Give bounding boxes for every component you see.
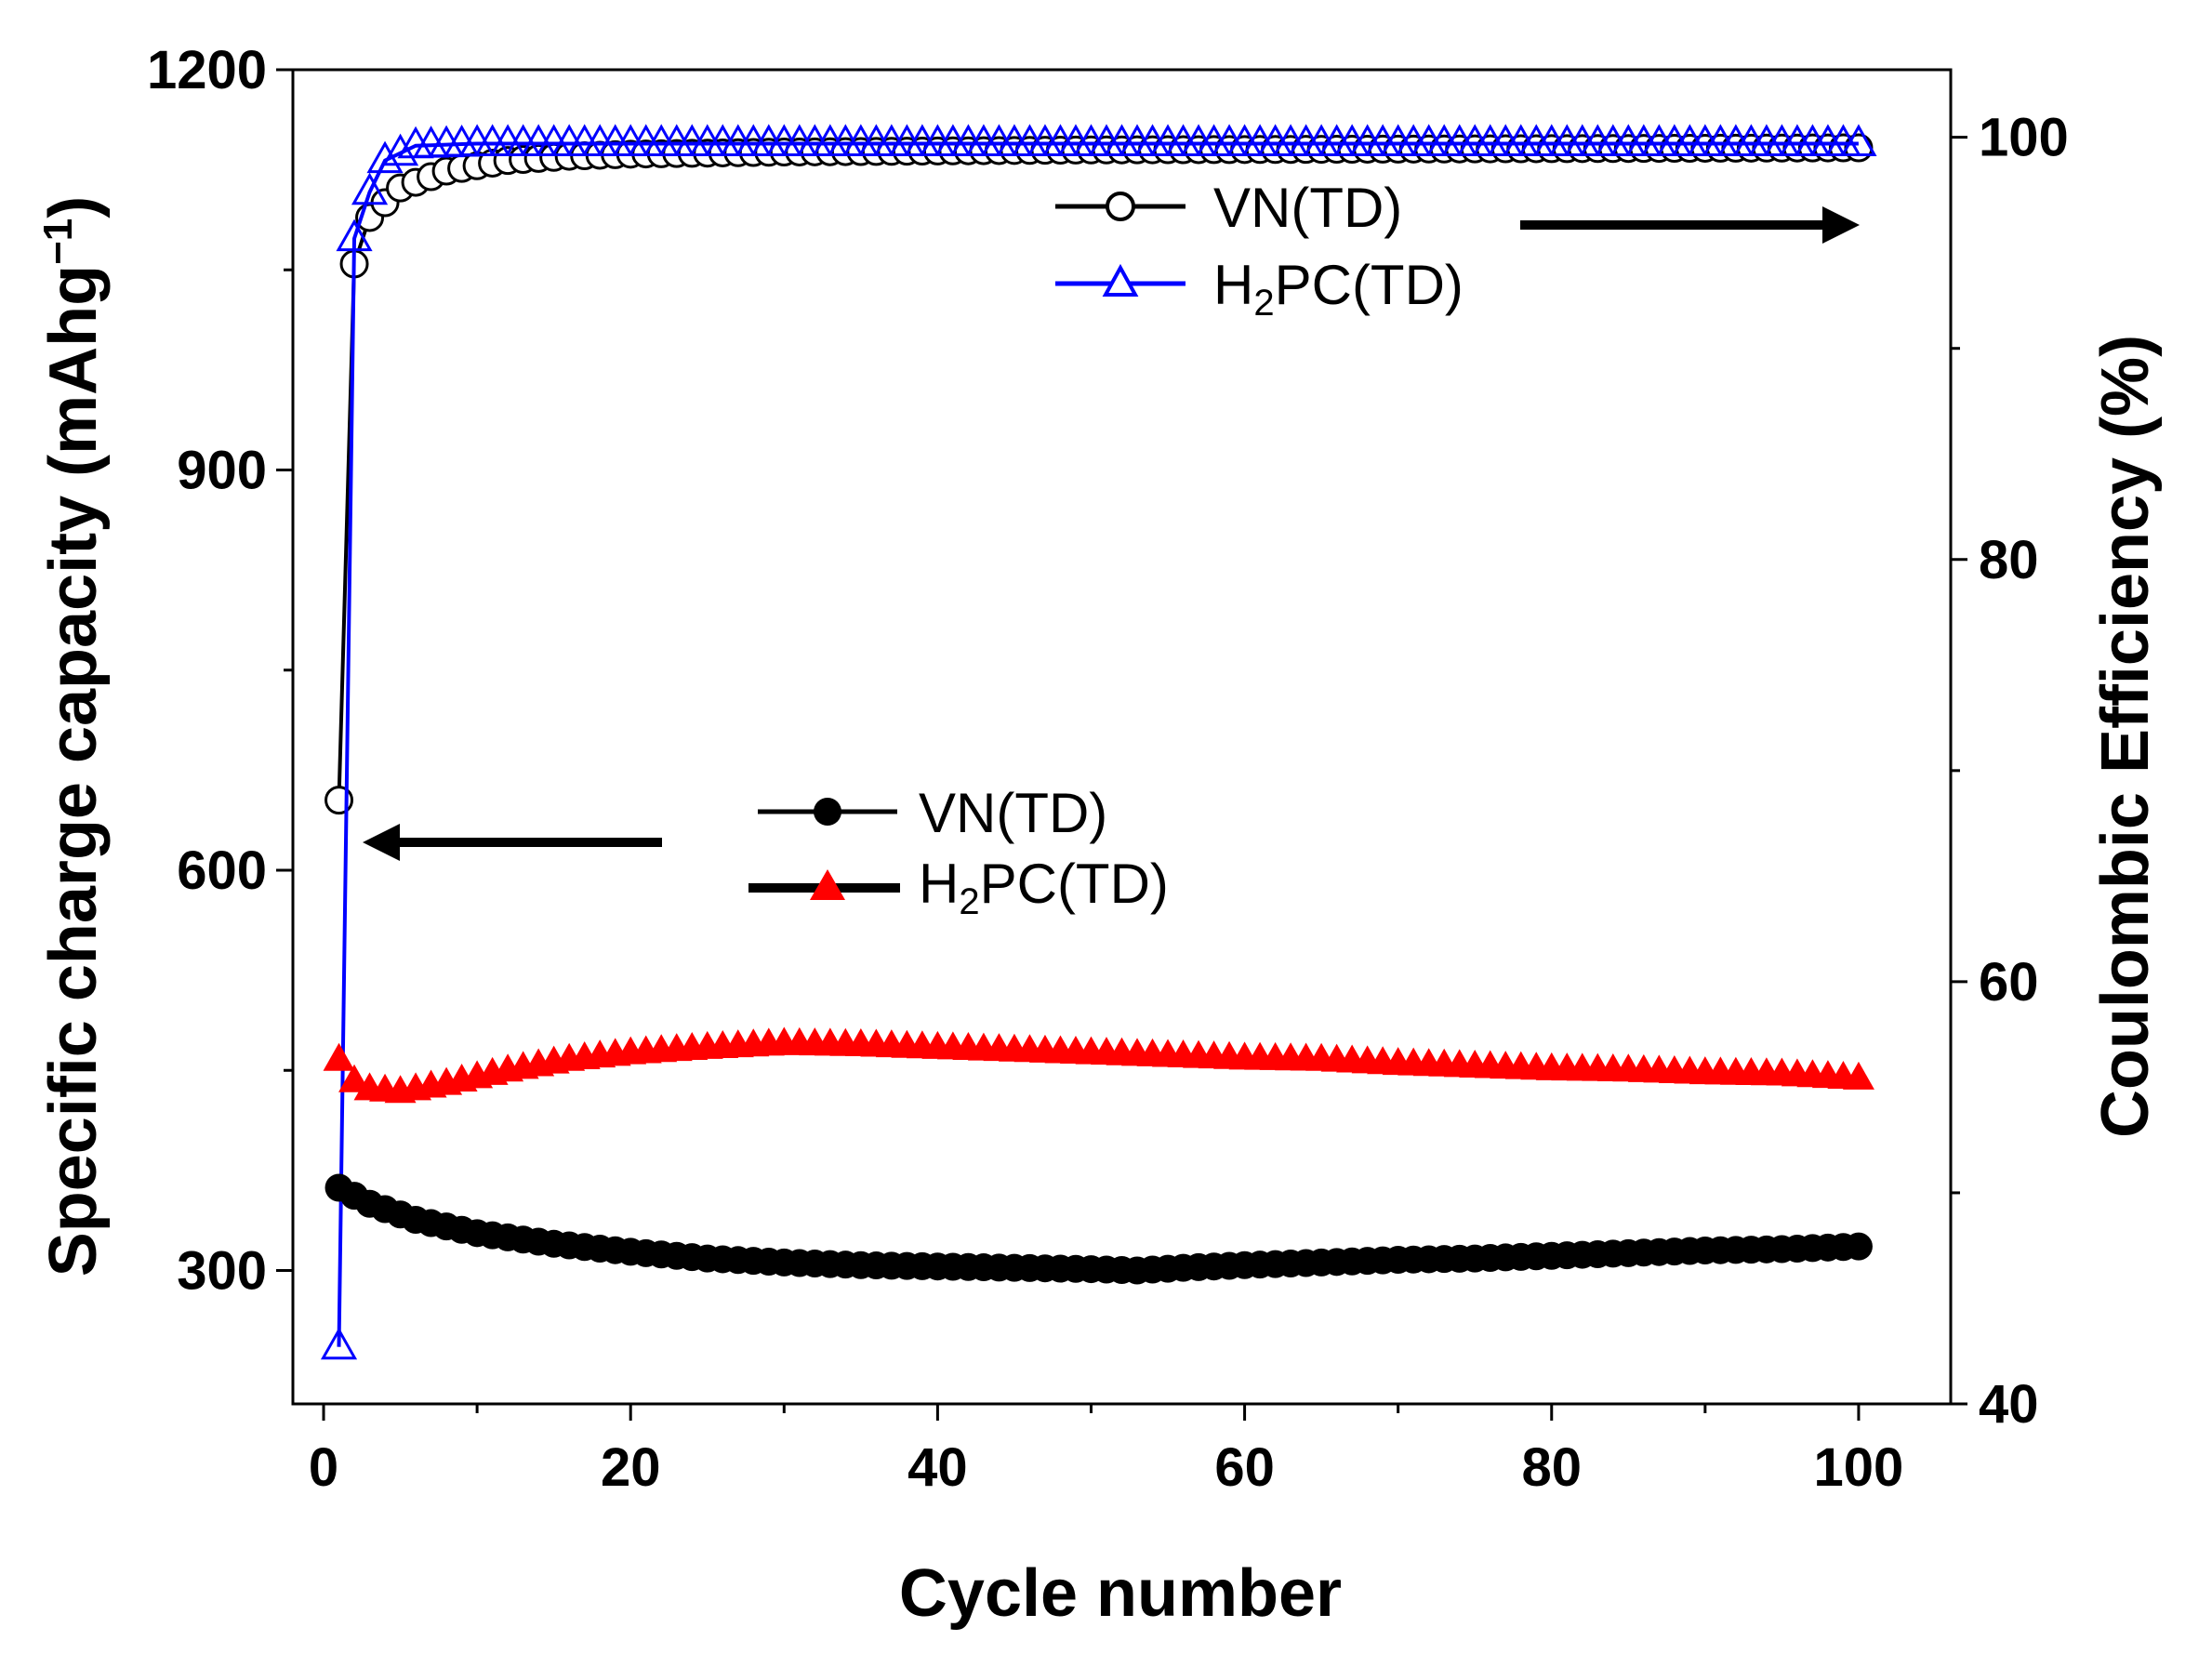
legend-capacity: VN(TD) H2PC(TD) bbox=[748, 782, 1169, 922]
data-point bbox=[444, 124, 481, 157]
x-tick-label: 80 bbox=[1522, 1437, 1583, 1498]
y-left-tick-label: 900 bbox=[177, 441, 267, 501]
legend-marker-filled-triangle bbox=[810, 869, 845, 900]
data-point bbox=[338, 1064, 371, 1092]
x-tick-label: 20 bbox=[601, 1437, 661, 1498]
legend-efficiency: VN(TD) H2PC(TD) bbox=[1055, 177, 1464, 324]
legend-label-h2pc-cap: H2PC(TD) bbox=[919, 853, 1169, 922]
legend-marker-open-circle bbox=[1106, 192, 1135, 221]
series-filled-triangle bbox=[323, 1026, 1874, 1104]
plot-frame bbox=[291, 68, 1953, 1406]
legend-marker-filled-circle bbox=[814, 798, 841, 826]
series-line bbox=[337, 146, 1859, 801]
y-right-tick-label: 60 bbox=[1979, 952, 2039, 1012]
series-open-circle bbox=[325, 133, 1874, 815]
y-right-tick-label: 80 bbox=[1979, 530, 2039, 590]
y-axis-left-label: Specific charge capacity (mAhg−1) bbox=[35, 196, 111, 1277]
x-tick-label: 60 bbox=[1214, 1437, 1275, 1498]
data-point bbox=[323, 1042, 355, 1071]
series-line bbox=[337, 141, 1859, 1347]
y-right-tick-label: 100 bbox=[1979, 108, 2069, 168]
data-point bbox=[366, 140, 404, 174]
data-point bbox=[1842, 1061, 1874, 1090]
data-point bbox=[1844, 1232, 1873, 1261]
y-left-tick-label: 300 bbox=[177, 1241, 267, 1302]
x-tick-label: 100 bbox=[1814, 1437, 1904, 1498]
y-left-tick-label: 1200 bbox=[147, 40, 267, 100]
data-point bbox=[428, 125, 465, 158]
x-tick-label: 40 bbox=[907, 1437, 968, 1498]
data-point bbox=[351, 172, 389, 205]
legend-label-h2pc-eff: H2PC(TD) bbox=[1213, 254, 1464, 324]
series-filled-circle bbox=[325, 1173, 1873, 1285]
data-point bbox=[336, 218, 373, 252]
legend-label-vn-eff: VN(TD) bbox=[1213, 177, 1402, 239]
y-left-tick-label: 600 bbox=[177, 840, 267, 901]
x-axis-label: Cycle number bbox=[899, 1556, 1342, 1631]
series-open-triangle bbox=[320, 124, 1877, 1360]
legend-marker-open-triangle bbox=[1102, 263, 1139, 297]
data-point bbox=[320, 1327, 358, 1360]
x-tick-label: 0 bbox=[309, 1437, 338, 1498]
data-point bbox=[1840, 124, 1877, 156]
y-right-tick-label: 40 bbox=[1979, 1374, 2039, 1435]
y-axis-right-label: Coulombic Efficiency (%) bbox=[2088, 335, 2163, 1138]
data-point bbox=[413, 126, 450, 158]
legend-label-vn-cap: VN(TD) bbox=[919, 782, 1107, 844]
data-point bbox=[381, 133, 419, 166]
